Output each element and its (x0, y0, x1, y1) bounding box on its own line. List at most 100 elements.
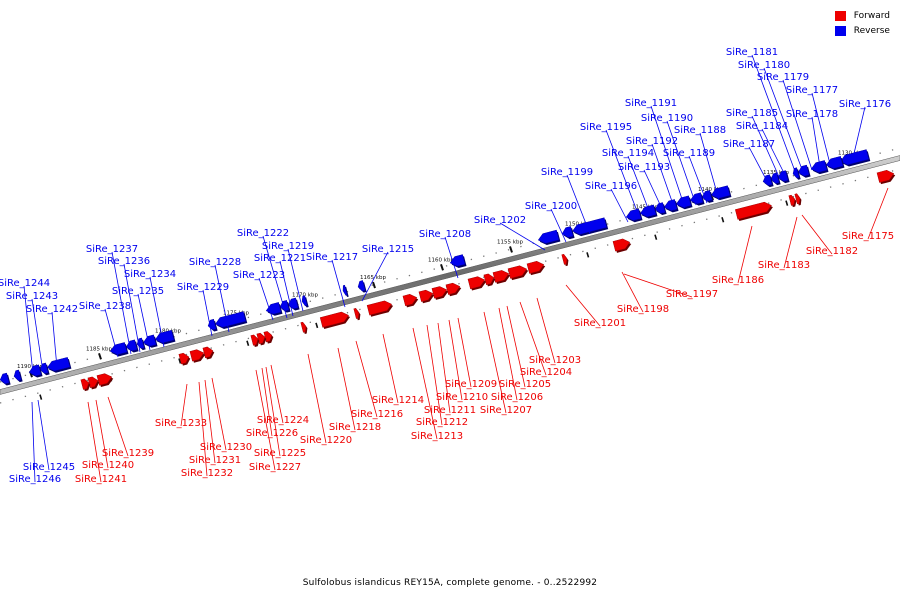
leader-line (104, 308, 119, 358)
gene-body (96, 373, 113, 386)
reverse-gene (0, 372, 11, 386)
leader-line (783, 216, 798, 269)
gene-body (467, 276, 486, 290)
reverse-gene-label: SiRe_1245 (23, 462, 75, 473)
leader-line (262, 235, 288, 319)
gene-body (794, 193, 801, 205)
leader-line (751, 54, 797, 175)
leader-line (214, 264, 230, 333)
forward-gene (418, 289, 435, 304)
reverse-gene (572, 217, 609, 237)
gene-body (777, 170, 789, 182)
legend: Forward Reverse (834, 9, 890, 39)
forward-gene-label: SiRe_1186 (712, 275, 764, 286)
gene-body (215, 311, 247, 328)
leader-line (550, 208, 567, 243)
gene-body (142, 334, 157, 347)
leader-line (536, 297, 556, 364)
gene-body (250, 334, 259, 346)
leader-line (737, 225, 753, 284)
gene-body (492, 270, 510, 283)
leader-line (337, 347, 356, 431)
leader-line (763, 67, 804, 173)
gene-body (537, 229, 560, 244)
gene-body (507, 265, 528, 279)
gene-body (366, 300, 392, 316)
reverse-gene-label: SiRe_1180 (738, 60, 790, 71)
leader-line (699, 132, 720, 201)
reverse-gene (39, 362, 50, 376)
leader-line (137, 293, 151, 351)
forward-gene (353, 308, 361, 321)
forward-gene-label: SiRe_1233 (155, 418, 207, 429)
forward-gene-label: SiRe_1225 (254, 448, 306, 459)
forward-gene (492, 270, 511, 285)
reverse-gene-label: SiRe_1228 (189, 257, 241, 268)
leader-line (204, 379, 216, 464)
forward-gene-label: SiRe_1224 (257, 415, 309, 426)
gene-body (526, 261, 545, 274)
gene-body (561, 226, 574, 238)
reverse-gene (46, 357, 72, 373)
gene-body (735, 201, 772, 220)
leader-line (506, 305, 526, 388)
leader-line (448, 319, 463, 401)
gene-body (572, 217, 608, 235)
leader-line (761, 128, 787, 178)
forward-gene-label: SiRe_1230 (200, 442, 252, 453)
forward-gene (319, 311, 351, 329)
scale-tick (509, 246, 513, 253)
forward-gene-label: SiRe_1201 (574, 318, 626, 329)
forward-gene (561, 253, 569, 267)
reverse-gene-label: SiRe_1191 (625, 98, 677, 109)
gene-body (612, 238, 631, 252)
scale-tick (98, 352, 102, 360)
legend-forward: Forward (834, 9, 890, 22)
gene-body (357, 280, 366, 292)
scale-label: 1185 kbp (86, 346, 112, 352)
reverse-gene-label: SiRe_1217 (306, 252, 358, 263)
forward-gene-label: SiRe_1212 (416, 417, 468, 428)
leader-line (149, 276, 165, 348)
gene-body (639, 204, 657, 218)
leader-line (426, 324, 443, 426)
forward-gene (788, 194, 797, 208)
leader-line (801, 214, 833, 255)
leader-line (87, 401, 102, 483)
leader-line (437, 322, 451, 414)
reverse-gene-label: SiRe_1192 (626, 136, 678, 147)
reverse-gene-label: SiRe_1189 (663, 148, 715, 159)
forward-gene-label: SiRe_1198 (617, 304, 669, 315)
gene-body (207, 318, 217, 331)
forward-gene-label: SiRe_1197 (666, 289, 718, 300)
reverse-gene-label: SiRe_1221 (254, 253, 306, 264)
reverse-gene-label: SiRe_1181 (726, 47, 778, 58)
reverse-gene (792, 167, 801, 180)
gene-body (300, 321, 307, 333)
reverse-gene-label: SiRe_1200 (525, 201, 577, 212)
leader-line (211, 377, 227, 451)
lower-tick (315, 322, 319, 329)
leader-line (867, 187, 889, 240)
gene-body (561, 253, 568, 265)
reverse-gene-label: SiRe_1185 (726, 108, 778, 119)
gene-body (770, 172, 780, 184)
leader-line (202, 289, 213, 337)
reverse-gene (301, 295, 309, 308)
reverse-gene-label: SiRe_1199 (541, 167, 593, 178)
gene-body (797, 164, 810, 177)
leader-line (307, 353, 327, 444)
leader-line (255, 369, 276, 471)
forward-gene (507, 265, 529, 281)
gene-body (0, 372, 10, 385)
leader-line (107, 396, 129, 457)
reverse-gene (142, 334, 158, 348)
gene-body (840, 149, 870, 166)
reverse-gene (825, 156, 845, 171)
reverse-gene-label: SiRe_1196 (585, 181, 637, 192)
gene-body (402, 294, 418, 307)
reverse-gene-label: SiRe_1215 (362, 244, 414, 255)
leader-line (483, 311, 507, 414)
reverse-gene-label: SiRe_1178 (786, 109, 838, 120)
forward-gene-label: SiRe_1214 (372, 395, 424, 406)
